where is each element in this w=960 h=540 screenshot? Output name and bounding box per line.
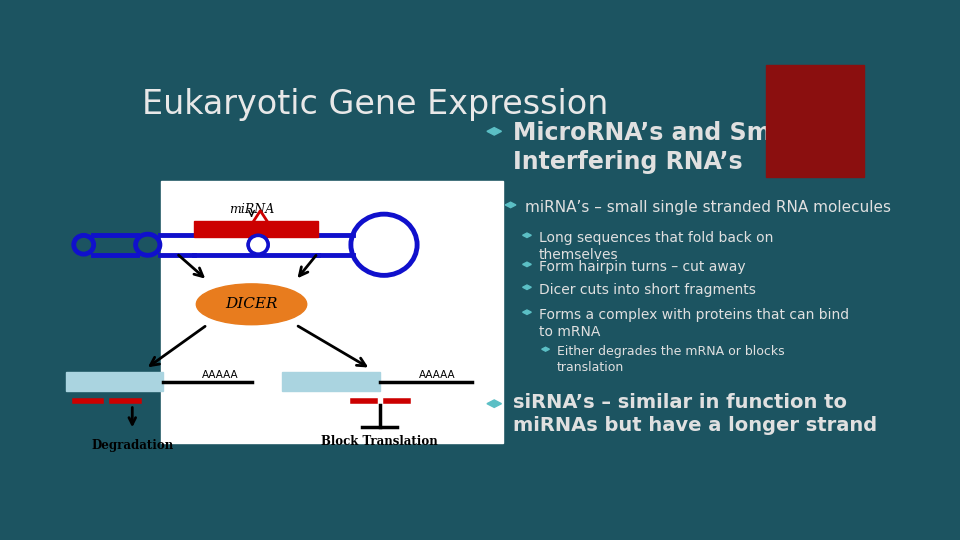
Text: Form hairpin turns – cut away: Form hairpin turns – cut away	[539, 260, 746, 274]
Text: DICER: DICER	[226, 298, 277, 311]
Bar	[766, 65, 864, 177]
Text: Eukaryotic Gene Expression: Eukaryotic Gene Expression	[142, 87, 609, 120]
Polygon shape	[522, 262, 531, 267]
Text: Either degrades the mRNA or blocks
translation: Either degrades the mRNA or blocks trans…	[557, 346, 784, 374]
Bar	[194, 221, 318, 237]
Polygon shape	[487, 400, 501, 407]
Text: miRNA: miRNA	[228, 203, 275, 216]
Text: AAAAA: AAAAA	[419, 370, 455, 380]
Polygon shape	[522, 233, 531, 238]
Text: Long sequences that fold back on
themselves: Long sequences that fold back on themsel…	[539, 231, 773, 262]
Polygon shape	[522, 285, 531, 289]
Polygon shape	[522, 310, 531, 314]
Bar	[66, 373, 163, 391]
Ellipse shape	[197, 284, 307, 325]
Text: AAAAA: AAAAA	[203, 370, 239, 380]
Ellipse shape	[250, 237, 267, 253]
Polygon shape	[505, 202, 516, 208]
Polygon shape	[487, 127, 501, 135]
Text: MicroRNA’s and Small
Interfering RNA’s: MicroRNA’s and Small Interfering RNA’s	[513, 121, 804, 174]
Text: Forms a complex with proteins that can bind
to mRNA: Forms a complex with proteins that can b…	[539, 308, 849, 339]
Text: Block Translation: Block Translation	[322, 435, 438, 448]
Text: miRNA’s – small single stranded RNA molecules: miRNA’s – small single stranded RNA mole…	[525, 200, 891, 215]
Text: Degradation: Degradation	[91, 438, 174, 451]
Polygon shape	[541, 347, 549, 351]
Text: siRNA’s – similar in function to
miRNAs but have a longer strand: siRNA’s – similar in function to miRNAs …	[513, 393, 876, 435]
Bar	[282, 373, 379, 391]
Bar	[161, 181, 503, 443]
Text: Dicer cuts into short fragments: Dicer cuts into short fragments	[539, 283, 756, 297]
